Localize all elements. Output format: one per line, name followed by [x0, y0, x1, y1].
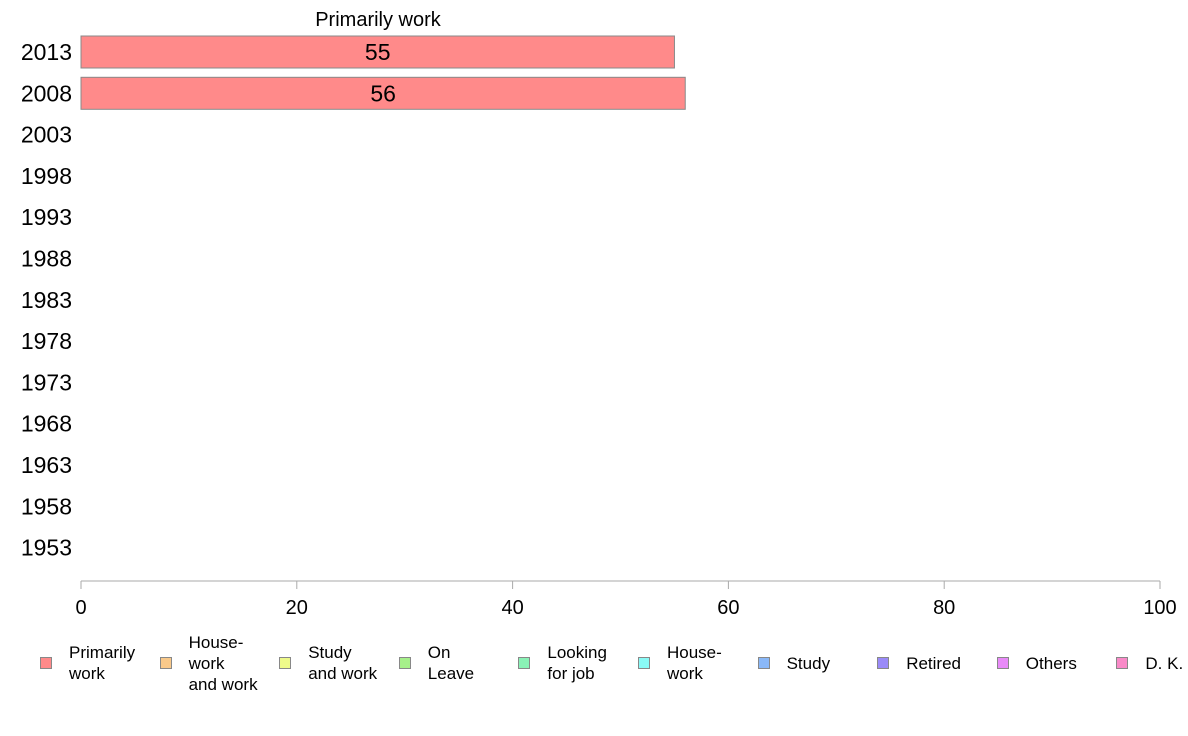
x-tick-label: 0: [75, 597, 86, 619]
legend-label: D. K.: [1145, 653, 1184, 673]
x-ticks-group: 0 20 40 60 80 100: [75, 581, 1177, 619]
legend-swatch: [638, 657, 650, 669]
y-tick-label: 2008: [21, 80, 72, 106]
y-tick-label: 1978: [21, 328, 72, 354]
bars-group: [80, 35, 686, 110]
legend-swatch: [1116, 657, 1129, 669]
x-tick-label: 100: [1143, 597, 1176, 619]
legend-swatch: [159, 657, 172, 669]
legend-swatch: [279, 657, 292, 669]
data-labels-group: 55 56: [365, 39, 396, 106]
legend: Primarily work House- work and work Study …: [0, 628, 1188, 698]
y-tick-label: 2013: [21, 39, 72, 65]
legend-swatch: [518, 657, 531, 669]
legend-label: Primarily work: [69, 643, 136, 683]
legend-label: Others: [1025, 653, 1077, 673]
bar-value-label: 56: [370, 80, 396, 106]
x-tick-label: 60: [717, 597, 739, 619]
y-tick-label: 1963: [21, 452, 72, 478]
legend-item: Others: [996, 628, 1077, 698]
legend-item: On Leave: [398, 628, 475, 698]
legend-item: Study: [757, 628, 831, 698]
bar: [80, 35, 675, 69]
legend-swatch: [877, 657, 890, 669]
y-tick-label: 1973: [21, 369, 72, 395]
legend-item: Primarily work: [40, 628, 135, 698]
legend-item: Retired: [877, 628, 961, 698]
y-tick-label: 1953: [21, 535, 72, 561]
bar-value-label: 55: [365, 39, 391, 65]
bar: [80, 76, 686, 110]
legend-swatch: [996, 657, 1009, 669]
bar-chart: Primarily work 55 56 2013 2008 2003 1998 1993…: [21, 9, 1177, 619]
legend-label: Study and work: [308, 643, 378, 683]
y-tick-label: 1998: [21, 163, 72, 189]
y-tick-label: 1993: [21, 204, 72, 230]
legend-label: Retired: [906, 653, 961, 673]
legend-item: Looking for job: [518, 628, 607, 698]
y-tick-label: 1968: [21, 411, 72, 437]
legend-swatch: [398, 657, 411, 669]
y-tick-labels: 2013 2008 2003 1998 1993 1988 1983 1978 1973 1968…: [21, 39, 72, 561]
chart-title: Primarily work: [315, 9, 442, 31]
legend-label: Looking for job: [547, 643, 607, 683]
y-tick-label: 1988: [21, 246, 72, 272]
x-tick-label: 80: [933, 597, 955, 619]
legend-label: House- work: [667, 643, 722, 683]
legend-label: Study: [786, 653, 831, 673]
legend-label: On Leave: [427, 643, 475, 683]
y-tick-label: 2003: [21, 122, 72, 148]
legend-item: House- work and work: [159, 628, 258, 698]
x-tick-label: 20: [286, 597, 308, 619]
legend-item: Study and work: [279, 628, 377, 698]
x-tick-label: 40: [501, 597, 523, 619]
y-tick-label: 1958: [21, 493, 72, 519]
y-tick-label: 1983: [21, 287, 72, 313]
legend-swatch: [40, 657, 52, 669]
legend-label: House- work and work: [188, 632, 258, 694]
legend-item: D. K.: [1116, 628, 1183, 698]
legend-item: House- work: [638, 628, 722, 698]
legend-swatch: [757, 657, 770, 669]
